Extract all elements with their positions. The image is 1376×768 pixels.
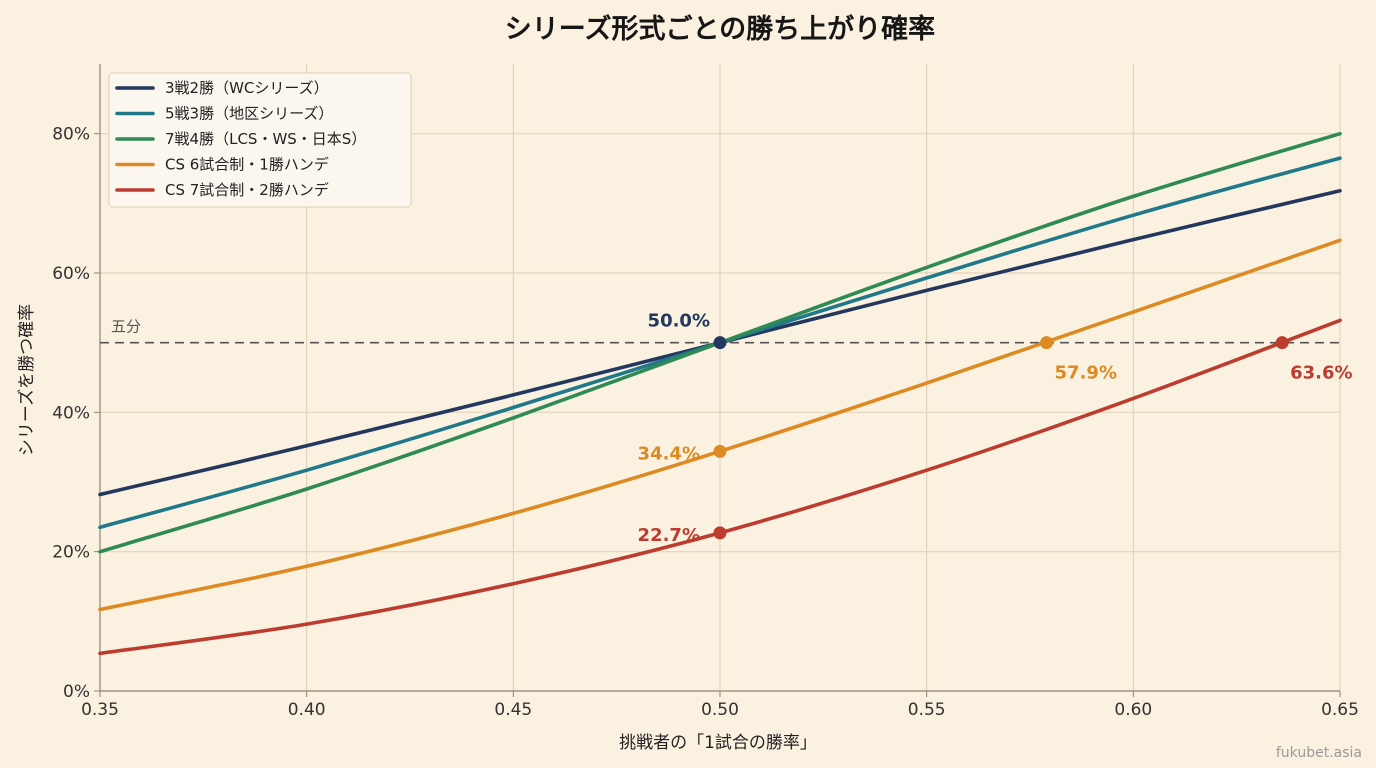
- x-axis-label: 挑戦者の「1試合の勝率」: [619, 733, 817, 753]
- legend-entry-label: 5戦3勝（地区シリーズ）: [165, 105, 333, 123]
- x-tick-label: 0.55: [908, 700, 946, 720]
- annotation-point: [713, 336, 727, 350]
- x-tick-label: 0.60: [1114, 700, 1152, 720]
- x-tick-label: 0.50: [701, 700, 739, 720]
- annotation-point: [1275, 336, 1289, 350]
- y-tick-label: 0%: [63, 682, 90, 702]
- annotation-label: 57.9%: [1055, 363, 1117, 384]
- annotation-point: [713, 526, 727, 540]
- legend-box: [108, 72, 412, 208]
- y-tick-label: 80%: [52, 125, 90, 145]
- y-tick-label: 20%: [52, 543, 90, 563]
- reference-line-label: 五分: [111, 318, 141, 336]
- chart-title: シリーズ形式ごとの勝ち上がり確率: [505, 13, 935, 45]
- watermark: fukubet.asia: [1276, 745, 1362, 761]
- annotation-point: [1040, 336, 1054, 350]
- annotation-label: 50.0%: [648, 311, 710, 332]
- annotation-label: 63.6%: [1290, 363, 1352, 384]
- legend-entry-label: CS 7試合制・2勝ハンデ: [165, 181, 329, 199]
- annotation-label: 22.7%: [638, 525, 700, 546]
- legend: 3戦2勝（WCシリーズ） 5戦3勝（地区シリーズ） 7戦4勝（LCS・WS・日本S）…: [108, 72, 412, 208]
- legend-entry-label: 7戦4勝（LCS・WS・日本S）: [165, 130, 366, 148]
- y-axis-label: シリーズを勝つ確率: [17, 304, 37, 456]
- x-tick-label: 0.65: [1321, 700, 1359, 720]
- annotation-label: 34.4%: [638, 443, 700, 464]
- annotation-points: 50.0% 34.4% 22.7% 57.9% 63.6%: [638, 311, 1353, 546]
- legend-entry-label: CS 6試合制・1勝ハンデ: [165, 156, 329, 174]
- axes: 0.35 0.40 0.45 0.50 0.55 0.60 0.65 0% 20% 40% 60% 8…: [52, 64, 1359, 720]
- x-tick-label: 0.40: [288, 700, 326, 720]
- y-tick-label: 60%: [52, 264, 90, 284]
- legend-entry-label: 3戦2勝（WCシリーズ）: [165, 79, 329, 97]
- x-tick-label: 0.35: [81, 700, 119, 720]
- y-tick-label: 40%: [52, 403, 90, 423]
- grid: [100, 64, 1341, 691]
- x-tick-label: 0.45: [494, 700, 532, 720]
- annotation-point: [713, 444, 727, 458]
